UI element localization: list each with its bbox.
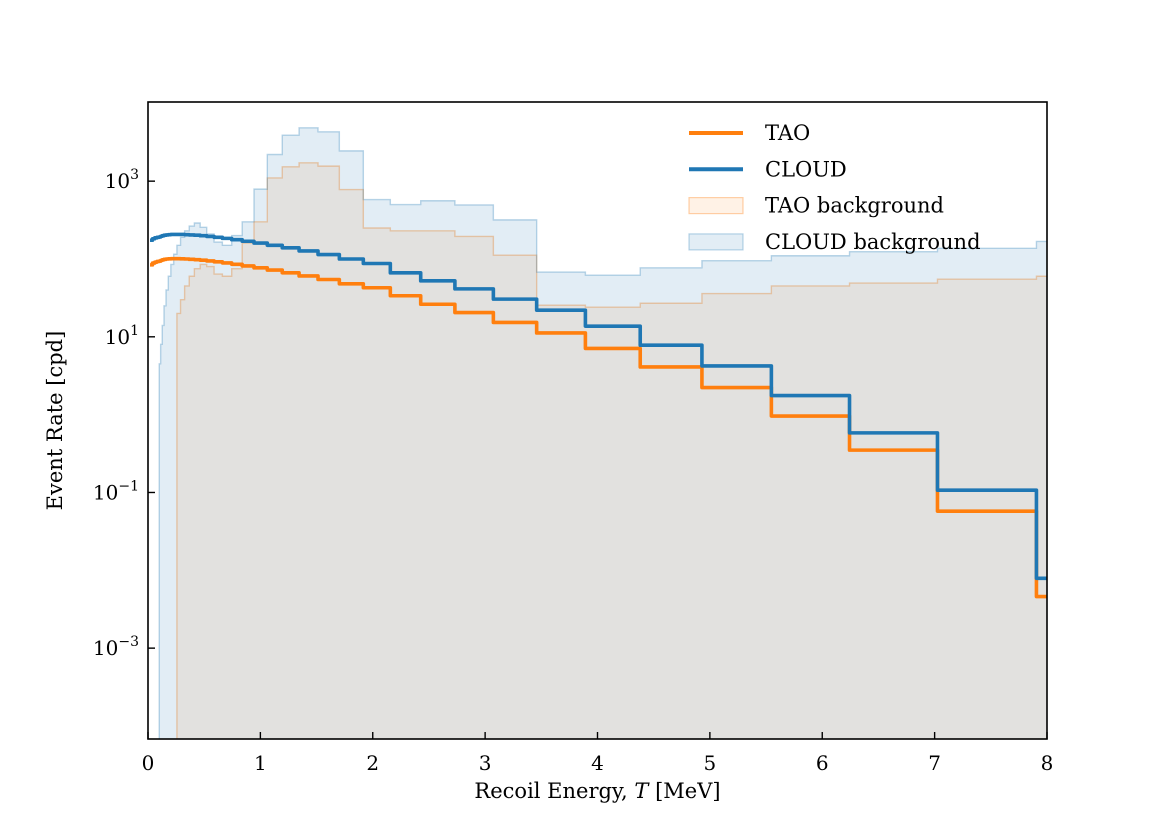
x-tick-label-8: 8: [1041, 751, 1054, 775]
plot-series-group: [150, 127, 1047, 739]
legend-swatch-cloud-background: [688, 233, 744, 251]
cloud-series-line: [150, 232, 1047, 581]
legend-label-tao: TAO: [765, 121, 810, 145]
legend: TAO CLOUD TAO background CLOUD background: [688, 121, 981, 254]
x-tick-label-0: 0: [142, 751, 155, 775]
tao-background-edge: [176, 162, 1047, 739]
y-axis-label: Event Rate [cpd]: [43, 331, 67, 511]
cloud-background-edge: [158, 127, 1047, 739]
legend-swatch-tao-background: [688, 197, 744, 215]
legend-label-tao-background: TAO background: [765, 194, 944, 218]
x-tick-label-2: 2: [366, 751, 379, 775]
x-axis: 0 1 2 3 4 5 6 7 8: [142, 732, 1054, 775]
tao-series-line: [150, 256, 1047, 599]
y-tick-label-0.001: 10−3: [93, 634, 139, 660]
legend-label-cloud: CLOUD: [765, 157, 847, 181]
y-tick-label-10: 101: [105, 323, 139, 349]
x-tick-label-4: 4: [591, 751, 604, 775]
x-tick-label-6: 6: [816, 751, 829, 775]
y-axis: 103 101 10−1 10−3: [93, 167, 155, 660]
tao-background-fill: [176, 162, 1047, 739]
y-tick-label-0.1: 10−1: [93, 478, 139, 504]
x-tick-label-7: 7: [928, 751, 941, 775]
y-tick-label-1000: 103: [105, 167, 139, 193]
x-axis-label: Recoil Energy, T [MeV]: [474, 779, 720, 803]
legend-label-cloud-background: CLOUD background: [765, 230, 981, 254]
cloud-background-fill: [159, 127, 1047, 739]
x-tick-label-3: 3: [479, 751, 492, 775]
x-tick-label-1: 1: [254, 751, 267, 775]
x-tick-label-5: 5: [704, 751, 717, 775]
